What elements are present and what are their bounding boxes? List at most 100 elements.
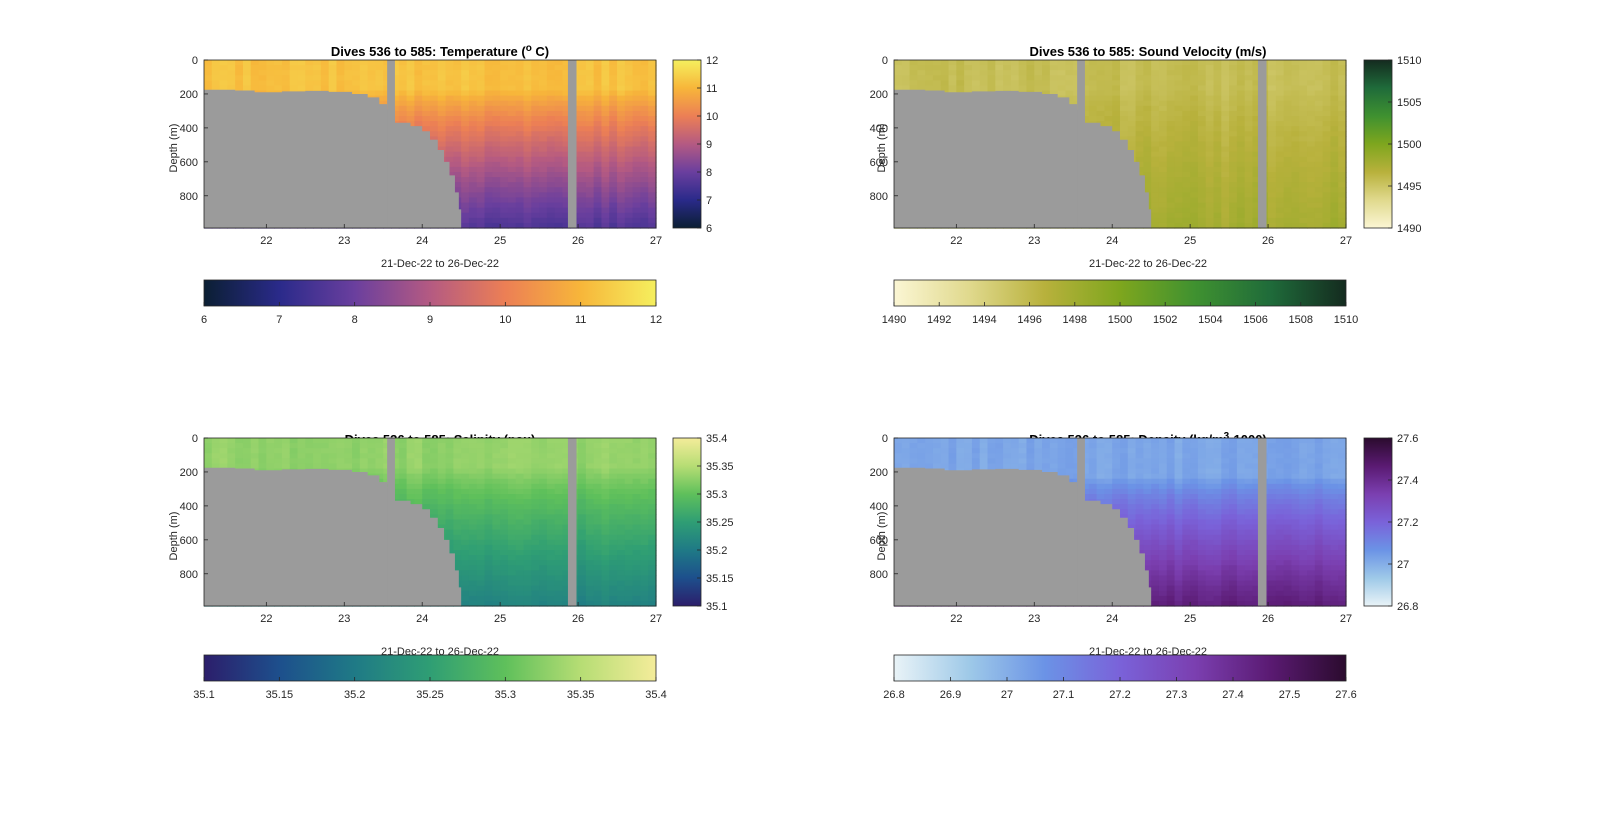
field-cell [437, 146, 447, 153]
field-cell [531, 121, 540, 127]
field-cell [453, 105, 462, 112]
field-cell [1221, 100, 1230, 107]
field-cell [468, 105, 478, 112]
field-cell [562, 136, 571, 143]
field-cell [546, 141, 556, 148]
field-cell [554, 65, 564, 71]
field-cell [1213, 131, 1222, 137]
field-cell [1049, 75, 1059, 81]
field-cell [1182, 126, 1191, 132]
field-cell [648, 121, 657, 127]
field-cell [391, 105, 400, 112]
field-cell [1026, 75, 1035, 81]
field-cell [391, 453, 400, 459]
field-cell [1268, 151, 1277, 158]
field-cell [1236, 217, 1246, 224]
field-cell [359, 458, 369, 465]
field-cell [422, 65, 431, 71]
field-cell [539, 192, 548, 199]
field-cell [328, 438, 338, 444]
field-cell [453, 136, 462, 143]
field-cell [1018, 60, 1028, 66]
field-cell [281, 443, 291, 449]
field-cell [297, 438, 306, 444]
field-cell [515, 75, 525, 81]
field-cell [453, 70, 462, 76]
field-cell [585, 105, 595, 112]
field-cell [422, 116, 431, 122]
field-cell [593, 100, 603, 107]
y-tick-label: 400 [870, 123, 888, 135]
field-cell [632, 90, 642, 97]
field-cell [1143, 131, 1152, 137]
field-cell [593, 110, 603, 117]
field-cell [1026, 70, 1035, 76]
field-cell [1252, 166, 1261, 173]
field-cell [344, 448, 353, 454]
field-cell [1197, 212, 1207, 219]
field-cell [601, 126, 610, 132]
field-cell [601, 105, 610, 112]
field-cell [1322, 121, 1332, 127]
field-cell [578, 182, 587, 188]
field-cell [507, 217, 517, 224]
field-cell [617, 70, 626, 76]
field-cell [500, 161, 509, 168]
field-cell [585, 110, 595, 117]
field-cell [1190, 121, 1199, 127]
field-cell [484, 172, 493, 178]
field-cell [344, 458, 353, 465]
field-cell [1236, 105, 1246, 112]
field-cell [375, 468, 384, 475]
field-cell [1299, 100, 1308, 107]
field-cell [1120, 75, 1129, 81]
hcolorbar-tick-label: 8 [352, 314, 358, 326]
field-cell [964, 80, 973, 87]
field-cell [640, 110, 649, 117]
field-cell [1338, 85, 1347, 92]
hcolorbar-tick-label: 1492 [927, 314, 951, 326]
field-cell [476, 146, 486, 153]
field-cell [624, 136, 634, 143]
field-cell [593, 146, 603, 153]
field-cell [1190, 70, 1199, 76]
field-cell [554, 161, 564, 168]
field-cell [1213, 202, 1222, 209]
field-cell [593, 151, 603, 158]
field-cell [1158, 182, 1168, 188]
field-cell [1197, 65, 1207, 71]
field-cell [476, 80, 486, 87]
field-cell [492, 131, 501, 137]
field-cell [539, 172, 548, 178]
field-cell [523, 197, 532, 204]
field-cell [523, 85, 532, 92]
field-cell [391, 468, 400, 475]
field-cell [1026, 60, 1035, 66]
field-cell [1213, 80, 1222, 87]
field-cell [609, 75, 618, 81]
field-cell [1104, 95, 1113, 102]
field-cell [453, 65, 462, 71]
field-cell [398, 65, 408, 71]
field-cell [484, 187, 493, 193]
field-cell [204, 80, 213, 87]
field-cell [531, 202, 540, 209]
field-cell [250, 65, 260, 71]
field-cell [624, 85, 634, 92]
field-cell [430, 60, 439, 66]
field-cell [1205, 105, 1215, 112]
field-cell [539, 212, 548, 219]
field-cell [500, 116, 509, 122]
field-cell [640, 202, 649, 209]
field-cell [1322, 85, 1332, 92]
field-cell [336, 458, 345, 465]
field-cell [917, 70, 926, 76]
field-cell [1283, 217, 1293, 224]
field-cell [1182, 70, 1191, 76]
field-cell [1330, 105, 1339, 112]
field-cell [484, 70, 493, 76]
field-cell [414, 85, 423, 92]
field-cell [437, 136, 447, 143]
field-cell [1283, 121, 1293, 127]
field-cell [320, 80, 330, 87]
